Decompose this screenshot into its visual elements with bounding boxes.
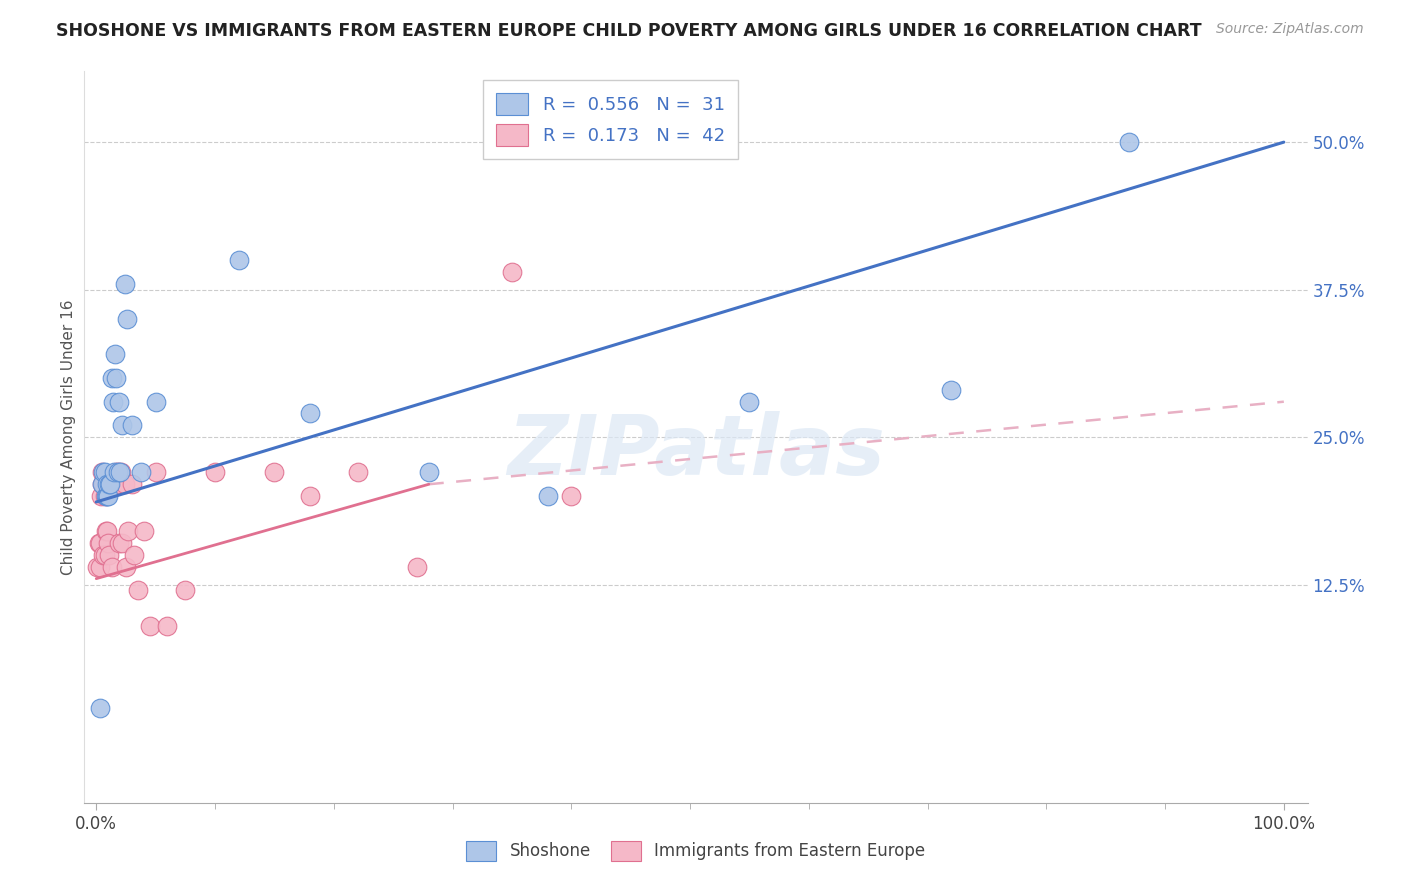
Point (121, 418, 143, 433)
Point (89, 559, 111, 574)
Point (941, 383, 963, 397)
Text: Source: ZipAtlas.com: Source: ZipAtlas.com (1216, 22, 1364, 37)
Point (93, 466, 115, 480)
Point (110, 466, 132, 480)
Point (89, 701, 111, 715)
Point (138, 619, 160, 633)
Point (107, 536, 129, 550)
Point (174, 583, 197, 598)
Point (418, 466, 440, 480)
Point (204, 466, 226, 480)
Point (406, 559, 429, 574)
Point (1118, 135, 1140, 149)
Point (145, 394, 167, 409)
Point (117, 524, 139, 539)
Point (738, 394, 761, 409)
Point (98, 477, 121, 491)
Point (121, 477, 143, 491)
Point (100, 477, 122, 491)
Point (91, 477, 114, 491)
Point (298, 489, 321, 503)
Point (104, 347, 127, 361)
Point (101, 394, 124, 409)
Point (107, 466, 129, 480)
Point (107, 466, 129, 480)
Y-axis label: Child Poverty Among Girls Under 16: Child Poverty Among Girls Under 16 (60, 300, 76, 574)
Point (94, 524, 117, 539)
Point (131, 466, 153, 480)
Point (103, 477, 125, 491)
Point (132, 524, 155, 539)
Point (86, 559, 108, 574)
Point (115, 559, 138, 574)
Point (107, 394, 129, 409)
Point (115, 312, 138, 326)
Point (96, 524, 118, 539)
Point (96, 477, 118, 491)
Point (114, 277, 136, 291)
Point (105, 371, 128, 385)
Point (96, 489, 118, 503)
Point (108, 466, 131, 480)
Point (93, 548, 115, 562)
Point (105, 466, 128, 480)
Point (89, 536, 111, 550)
Point (501, 265, 523, 279)
Point (122, 548, 145, 562)
Point (87, 536, 110, 550)
Point (346, 466, 368, 480)
Point (536, 489, 558, 503)
Point (93, 548, 115, 562)
Point (100, 559, 122, 574)
Point (127, 583, 149, 598)
Text: SHOSHONE VS IMMIGRANTS FROM EASTERN EUROPE CHILD POVERTY AMONG GIRLS UNDER 16 CO: SHOSHONE VS IMMIGRANTS FROM EASTERN EURO… (56, 22, 1202, 40)
Point (94, 489, 117, 503)
Point (298, 407, 321, 421)
Point (97, 536, 120, 550)
Text: ZIPatlas: ZIPatlas (508, 411, 884, 492)
Point (93, 466, 115, 480)
Point (97, 489, 120, 503)
Point (263, 466, 285, 480)
Point (93, 489, 115, 503)
Point (103, 466, 125, 480)
Point (560, 489, 582, 503)
Point (111, 536, 134, 550)
Point (145, 466, 167, 480)
Point (91, 477, 114, 491)
Point (101, 477, 124, 491)
Legend: Shoshone, Immigrants from Eastern Europe: Shoshone, Immigrants from Eastern Europe (460, 834, 932, 868)
Point (100, 371, 122, 385)
Point (91, 466, 114, 480)
Point (93, 477, 115, 491)
Point (108, 477, 131, 491)
Point (156, 619, 179, 633)
Point (90, 489, 112, 503)
Point (111, 418, 134, 433)
Point (228, 253, 250, 268)
Point (98, 548, 121, 562)
Point (114, 477, 136, 491)
